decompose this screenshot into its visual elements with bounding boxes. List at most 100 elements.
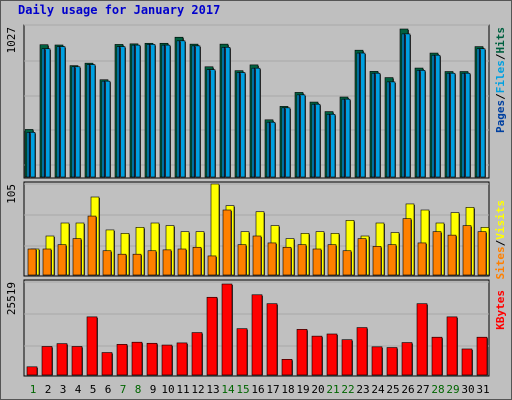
legend-separator: / — [494, 53, 507, 60]
files-bar — [341, 98, 351, 178]
day-label: 11 — [176, 383, 189, 396]
kbytes-bar — [311, 335, 323, 376]
files-bar — [281, 107, 291, 178]
kbytes-bar — [476, 336, 488, 376]
sites-bar — [447, 234, 457, 276]
pages-bar — [208, 69, 211, 178]
pages-bar — [133, 44, 136, 178]
day-label: 2 — [45, 383, 52, 396]
sites-bar — [387, 244, 397, 276]
pages-bar — [343, 98, 346, 178]
kbytes-bar — [41, 346, 53, 376]
day-label: 19 — [296, 383, 309, 396]
sites-bar — [417, 242, 427, 276]
files-bar — [71, 66, 81, 178]
sites-bar — [297, 244, 307, 276]
kbytes-bar — [101, 352, 113, 376]
sites-bar — [342, 250, 352, 276]
kbytes-bar — [236, 328, 248, 376]
sites-bar — [57, 244, 67, 276]
sites-bar — [207, 255, 217, 276]
day-label: 14 — [221, 383, 235, 396]
ymax-label: 105 — [5, 184, 18, 204]
pages-bar — [118, 46, 121, 179]
sites-bar — [117, 253, 127, 276]
pages-bar — [298, 94, 301, 178]
pages-bar — [103, 80, 106, 178]
sites-bar — [267, 242, 277, 276]
sites-bar — [462, 225, 472, 276]
series-legend: KBytes — [494, 290, 507, 330]
files-bar — [26, 132, 36, 178]
day-label: 16 — [251, 383, 264, 396]
sites-bar — [432, 231, 442, 276]
kbytes-bar — [221, 283, 233, 376]
pages-bar — [433, 54, 436, 179]
pages-bar — [418, 70, 421, 178]
day-label: 22 — [341, 383, 354, 396]
files-bar — [371, 72, 381, 178]
files-bar — [116, 46, 126, 179]
day-label: 8 — [135, 383, 142, 396]
files-bar — [206, 69, 216, 178]
sites-bar — [222, 209, 232, 276]
files-bar — [41, 48, 51, 179]
day-label: 31 — [476, 383, 489, 396]
ymax-label: 1027 — [5, 27, 18, 54]
kbytes-bar — [341, 339, 353, 376]
pages-bar — [73, 66, 76, 178]
files-bar — [221, 47, 231, 178]
files-bar — [461, 72, 471, 178]
files-bar — [191, 45, 201, 178]
day-label: 15 — [236, 383, 249, 396]
kbytes-bar — [191, 332, 203, 376]
pages-bar — [373, 72, 376, 178]
files-bar — [296, 94, 306, 178]
pages-bar — [448, 72, 451, 178]
kbytes-bar — [86, 316, 98, 376]
day-label: 6 — [105, 383, 112, 396]
sites-bar — [147, 250, 157, 276]
sites-bar — [402, 218, 412, 276]
files-bar — [236, 72, 246, 178]
day-label: 10 — [161, 383, 174, 396]
pages-bar — [28, 132, 31, 178]
day-label: 12 — [191, 383, 204, 396]
day-label: 21 — [326, 383, 339, 396]
legend-visits: Visits — [494, 200, 507, 240]
kbytes-bar — [416, 303, 428, 376]
files-bar — [386, 81, 396, 178]
day-label: 5 — [90, 383, 97, 396]
files-bar — [176, 40, 186, 179]
kbytes-bar — [146, 342, 158, 376]
sites-bar — [162, 249, 172, 276]
kbytes-bar — [176, 342, 188, 376]
kbytes-bar — [251, 294, 263, 376]
kbytes-bar — [386, 347, 398, 376]
pages-bar — [313, 103, 316, 178]
sites-bar — [237, 244, 247, 276]
sites-bar — [372, 246, 382, 276]
series-legend: Pages/Files/Hits — [494, 27, 507, 133]
day-label: 17 — [266, 383, 279, 396]
files-bar — [146, 44, 156, 178]
files-bar — [356, 52, 366, 179]
day-label: 30 — [461, 383, 474, 396]
day-label: 26 — [401, 383, 414, 396]
sites-bar — [477, 231, 487, 276]
sites-bar — [72, 238, 82, 276]
pages-bar — [478, 48, 481, 179]
pages-bar — [193, 45, 196, 178]
files-bar — [161, 44, 171, 178]
pages-bar — [43, 48, 46, 179]
kbytes-bar — [266, 303, 278, 376]
day-label: 3 — [60, 383, 67, 396]
files-bar — [56, 46, 66, 179]
legend-sites: Sites — [494, 246, 507, 279]
pages-bar — [88, 64, 91, 178]
day-label: 28 — [431, 383, 444, 396]
kbytes-bar — [161, 344, 173, 376]
pages-bar — [283, 107, 286, 178]
kbytes-bar — [371, 346, 383, 376]
